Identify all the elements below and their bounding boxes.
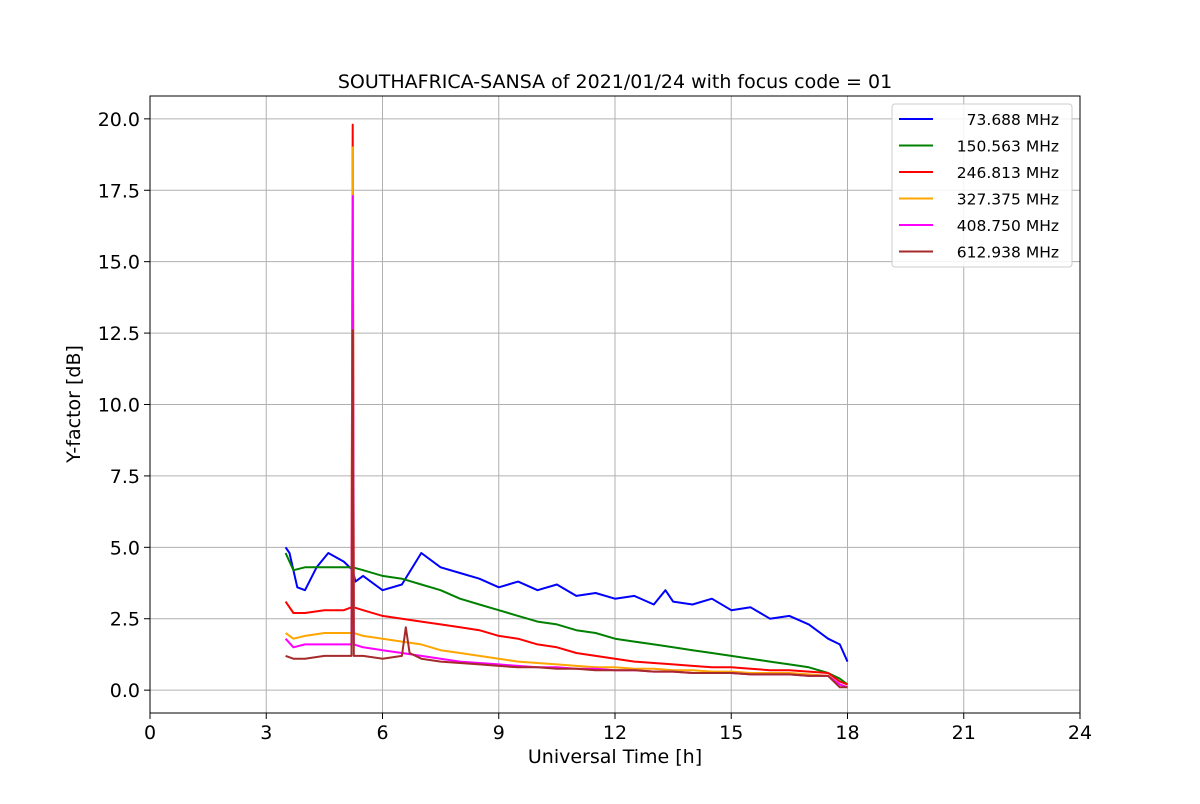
series-lines <box>284 123 849 689</box>
legend-label-0: 73.688 MHz <box>967 111 1059 129</box>
x-tick-label: 6 <box>376 722 388 744</box>
y-axis-label: Y-factor [dB] <box>63 345 85 464</box>
y-tick-label: 2.5 <box>110 609 140 631</box>
series-line-5 <box>285 329 848 689</box>
legend-label-1: 150.563 MHz <box>957 138 1059 156</box>
x-tick-label: 18 <box>835 722 859 744</box>
x-tick-label: 3 <box>260 722 272 744</box>
x-tick-label: 15 <box>719 722 743 744</box>
legend-label-5: 612.938 MHz <box>957 244 1059 262</box>
y-tick-label: 10.0 <box>98 395 140 417</box>
y-tick-label: 0.0 <box>110 680 140 702</box>
y-tick-label: 5.0 <box>110 537 140 559</box>
legend: 73.688 MHz 150.563 MHz 246.813 MHz 327.375 … <box>891 103 1073 268</box>
y-tick-label: 17.5 <box>98 180 140 202</box>
legend-box <box>891 103 1073 268</box>
y-tick-label: 20.0 <box>98 109 140 131</box>
chart-title: SOUTHAFRICA-SANSA of 2021/01/24 with foc… <box>338 71 892 93</box>
series-line-1 <box>284 552 849 686</box>
x-tick-label: 0 <box>144 722 156 744</box>
y-tick-label: 12.5 <box>98 323 140 345</box>
axis-ticks: 0 3 6 9 12 15 18 21 24 0.0 2.5 5.0 7.5 10.0 12.5 15.0 17… <box>98 109 1092 744</box>
legend-entries: 73.688 MHz 150.563 MHz 246.813 MHz 327.375 … <box>899 111 1059 262</box>
x-tick-label: 24 <box>1068 722 1092 744</box>
x-axis-label: Universal Time [h] <box>528 746 702 768</box>
x-tick-label: 21 <box>952 722 976 744</box>
y-tick-label: 15.0 <box>98 252 140 274</box>
series-line-0 <box>284 546 849 663</box>
x-tick-label: 12 <box>603 722 627 744</box>
legend-label-2: 246.813 MHz <box>957 164 1059 182</box>
y-tick-label: 7.5 <box>110 466 140 488</box>
legend-label-3: 327.375 MHz <box>957 191 1059 209</box>
legend-label-4: 408.750 MHz <box>957 217 1059 235</box>
x-tick-label: 9 <box>493 722 505 744</box>
